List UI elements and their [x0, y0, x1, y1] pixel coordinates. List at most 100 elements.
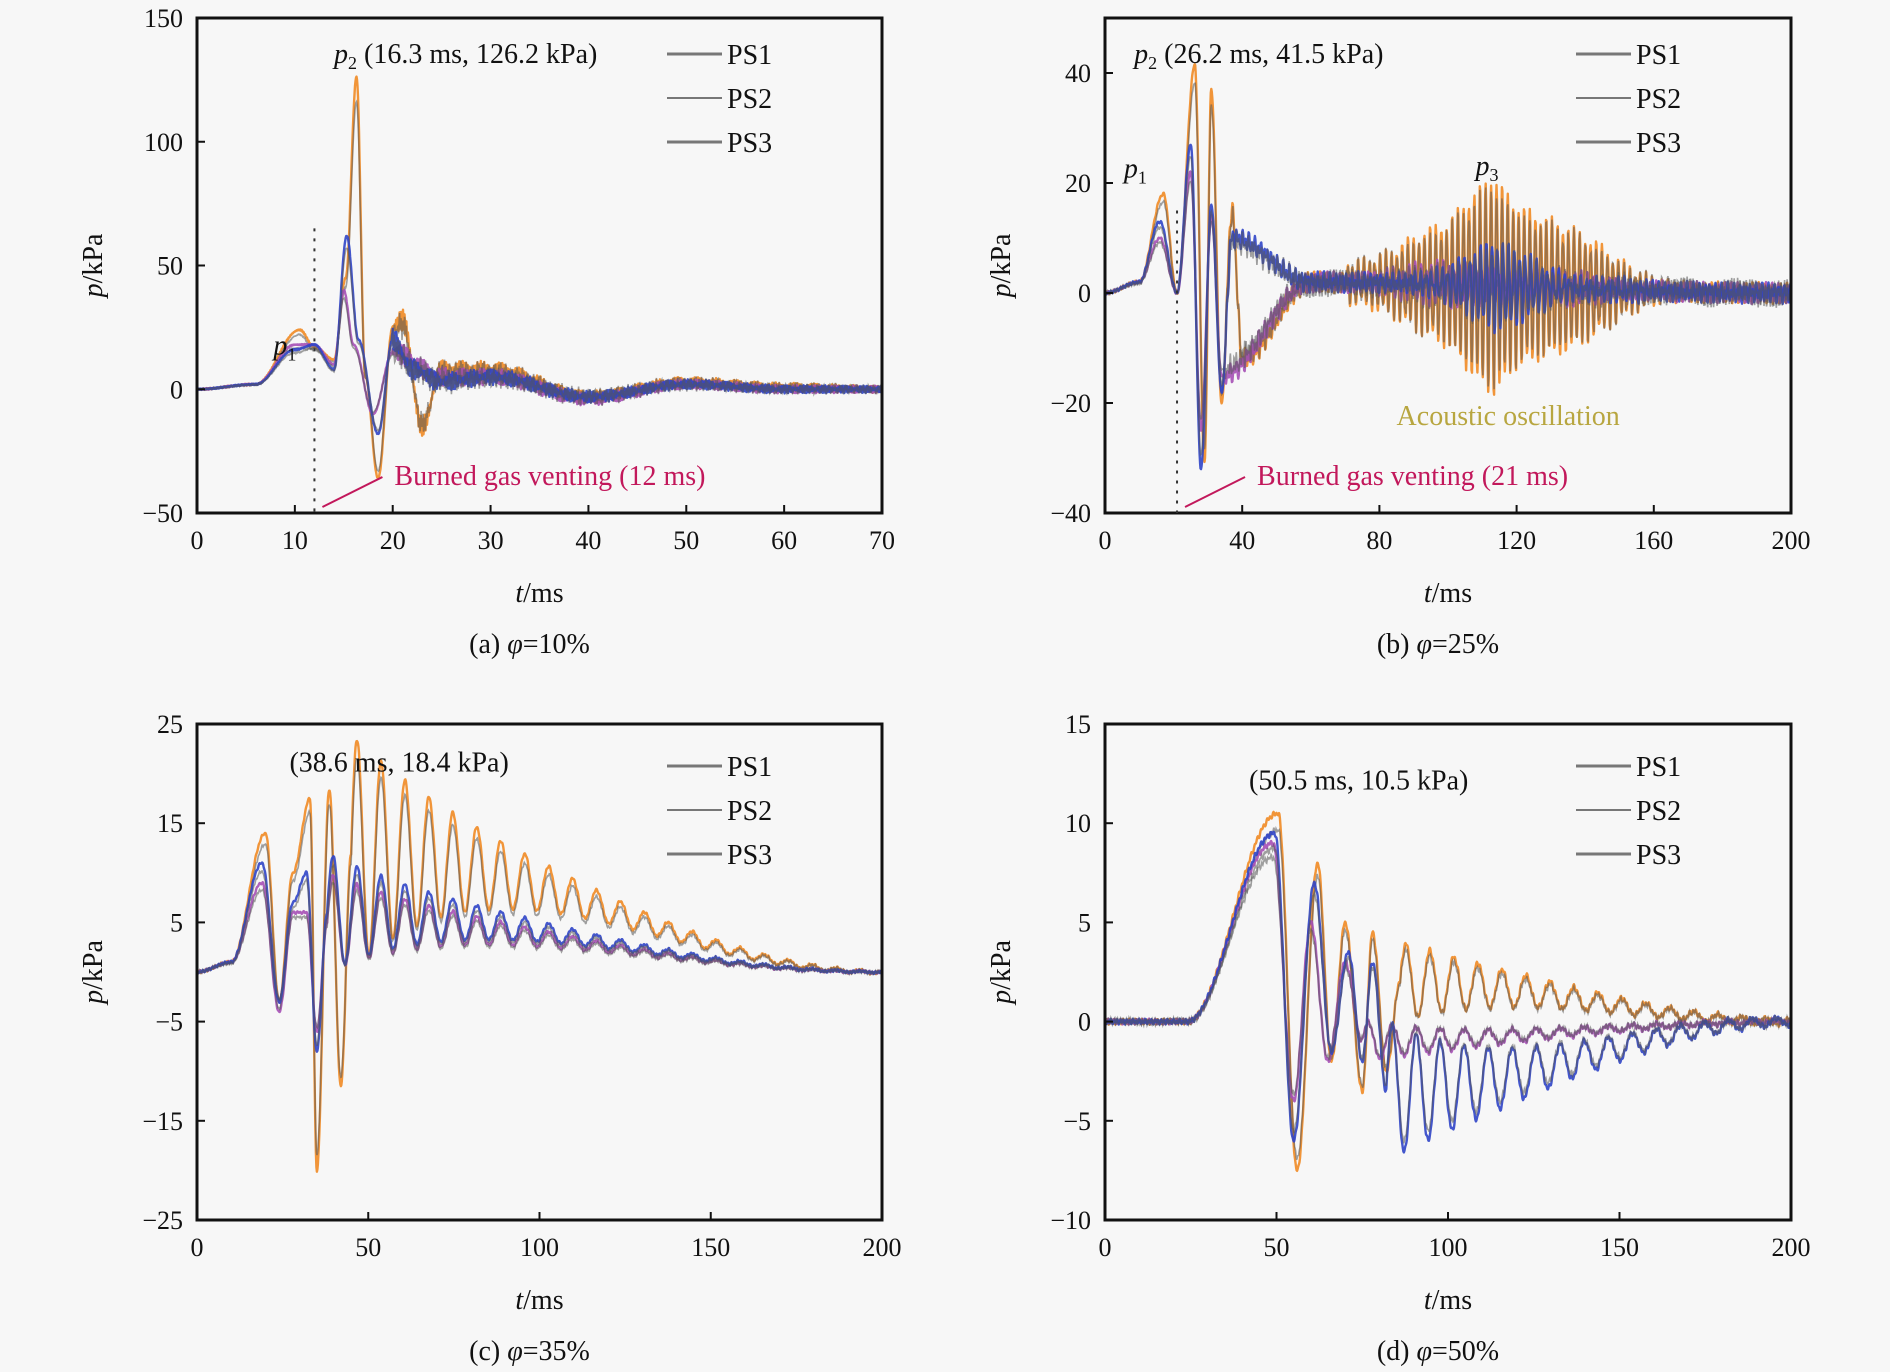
x-tick-label: 70	[869, 526, 895, 555]
legend-label-ps2: PS2	[1636, 84, 1681, 115]
x-tick-label: 100	[520, 1233, 559, 1262]
series-line-ps1	[197, 739, 882, 1173]
legend-label-ps2: PS2	[1636, 796, 1681, 827]
peak-label: (38.6 ms, 18.4 kPa)	[289, 748, 508, 779]
y-tick-label: 5	[1078, 908, 1091, 937]
y-tick-label: −40	[1050, 499, 1091, 528]
y-tick-label: 15	[157, 809, 183, 838]
y-tick-label: 0	[1078, 1008, 1091, 1037]
plot-area	[197, 75, 882, 480]
x-tick-label: 100	[1429, 1233, 1468, 1262]
y-tick-label: −5	[155, 1008, 183, 1037]
x-tick-label: 80	[1366, 526, 1392, 555]
peak-label-p1: p1	[271, 331, 296, 365]
x-axis-title: t/ms	[515, 578, 563, 609]
y-axis-title: p/kPa	[78, 940, 109, 1006]
legend-label-ps3: PS3	[727, 840, 772, 871]
series-line-ps3	[1105, 839, 1791, 1103]
legend-label-ps1: PS1	[727, 40, 772, 71]
y-tick-label: −5	[1063, 1107, 1091, 1136]
x-tick-label: 0	[1099, 1233, 1112, 1262]
plot-area	[197, 739, 882, 1173]
x-tick-label: 200	[1772, 1233, 1811, 1262]
y-tick-label: 15	[1065, 710, 1091, 739]
x-tick-label: 50	[1264, 1233, 1290, 1262]
legend-label-ps2: PS2	[727, 796, 772, 827]
venting-label: Burned gas venting (12 ms)	[394, 461, 705, 492]
panel-a: 0 10 20 30 40 50 60 70 −50 0 50 100 150 t/ms p/kPa (a) …	[78, 4, 895, 660]
series-line-ps1	[197, 75, 882, 480]
panel-caption: (a) φ=10%	[469, 629, 590, 660]
y-tick-label: −10	[1050, 1206, 1091, 1235]
panel-c: 0 50 100 150 200 −25 −15 −5 5 15 25 t/ms p/kPa (c) φ=…	[78, 710, 902, 1367]
x-tick-label: 120	[1497, 526, 1536, 555]
y-tick-label: 150	[144, 4, 183, 33]
x-tick-label: 160	[1634, 526, 1673, 555]
y-tick-label: 5	[170, 908, 183, 937]
legend-label-ps3: PS3	[727, 128, 772, 159]
plot-frame	[1103, 16, 1793, 515]
y-tick-label: −20	[1050, 389, 1091, 418]
y-tick-label: 40	[1065, 59, 1091, 88]
acoustic-oscillation-label: Acoustic oscillation	[1397, 401, 1620, 432]
series-overlay-ps2	[1105, 842, 1791, 1144]
x-tick-label: 40	[575, 526, 601, 555]
series-overlay-ps1	[197, 758, 882, 1156]
x-axis-title: t/ms	[515, 1285, 563, 1316]
y-axis-title: p/kPa	[986, 940, 1017, 1006]
x-tick-label: 20	[380, 526, 406, 555]
venting-label: Burned gas venting (21 ms)	[1257, 461, 1568, 492]
y-axis-title: p/kPa	[986, 233, 1017, 299]
x-tick-label: 200	[1772, 526, 1811, 555]
panel-d: 0 50 100 150 200 −10 −5 0 5 10 15 t/ms p/kPa (d) φ=50…	[986, 710, 1811, 1367]
plot-frame	[195, 16, 884, 515]
peak-label-p1: p1	[1122, 154, 1147, 188]
legend-label-ps2: PS2	[727, 84, 772, 115]
x-tick-label: 150	[1600, 1233, 1639, 1262]
legend: PS1 PS2 PS3	[667, 752, 772, 871]
legend: PS1 PS2 PS3	[1576, 752, 1681, 871]
legend-label-ps1: PS1	[1636, 752, 1681, 783]
x-tick-label: 30	[478, 526, 504, 555]
x-tick-label: 0	[1099, 526, 1112, 555]
y-tick-label: 0	[170, 375, 183, 404]
plot-area	[1105, 63, 1791, 471]
peak-label-p3: p3	[1473, 151, 1498, 185]
x-tick-label: 0	[191, 526, 204, 555]
plot-frame	[195, 722, 884, 1222]
y-tick-label: 50	[157, 252, 183, 281]
x-axis-title: t/ms	[1424, 578, 1472, 609]
peak-label-p2: p2 (26.2 ms, 41.5 kPa)	[1132, 39, 1383, 73]
series-overlay-ps2	[197, 247, 882, 432]
panel-b: 0 40 80 120 160 200 −40 −20 0 20 40 t/ms p/kPa (b) φ=…	[986, 16, 1811, 660]
x-tick-label: 150	[691, 1233, 730, 1262]
legend-label-ps1: PS1	[1636, 40, 1681, 71]
y-tick-label: 100	[144, 128, 183, 157]
x-tick-label: 40	[1229, 526, 1255, 555]
series-overlay-ps2	[197, 863, 882, 1047]
y-tick-label: −25	[142, 1206, 183, 1235]
plot-area	[1105, 810, 1791, 1172]
series-overlay-ps2	[1105, 155, 1791, 457]
panel-caption: (b) φ=25%	[1377, 629, 1499, 660]
x-tick-label: 50	[355, 1233, 381, 1262]
y-tick-label: 0	[1078, 279, 1091, 308]
venting-pointer-line	[1184, 476, 1246, 508]
y-tick-label: 20	[1065, 169, 1091, 198]
panel-caption: (c) φ=35%	[469, 1336, 590, 1367]
plot-frame	[1103, 722, 1793, 1222]
series-line-ps2	[197, 855, 882, 1053]
legend: PS1 PS2 PS3	[667, 40, 772, 159]
x-tick-label: 60	[771, 526, 797, 555]
y-tick-label: 10	[1065, 809, 1091, 838]
legend-label-ps1: PS1	[727, 752, 772, 783]
legend: PS1 PS2 PS3	[1576, 40, 1681, 159]
y-tick-label: 25	[157, 710, 183, 739]
x-axis-title: t/ms	[1424, 1285, 1472, 1316]
x-tick-label: 10	[282, 526, 308, 555]
panel-caption: (d) φ=50%	[1377, 1336, 1499, 1367]
series-line-ps3	[197, 874, 882, 1033]
y-tick-label: −15	[142, 1107, 183, 1136]
peak-label-p2: p2 (16.3 ms, 126.2 kPa)	[332, 39, 597, 73]
